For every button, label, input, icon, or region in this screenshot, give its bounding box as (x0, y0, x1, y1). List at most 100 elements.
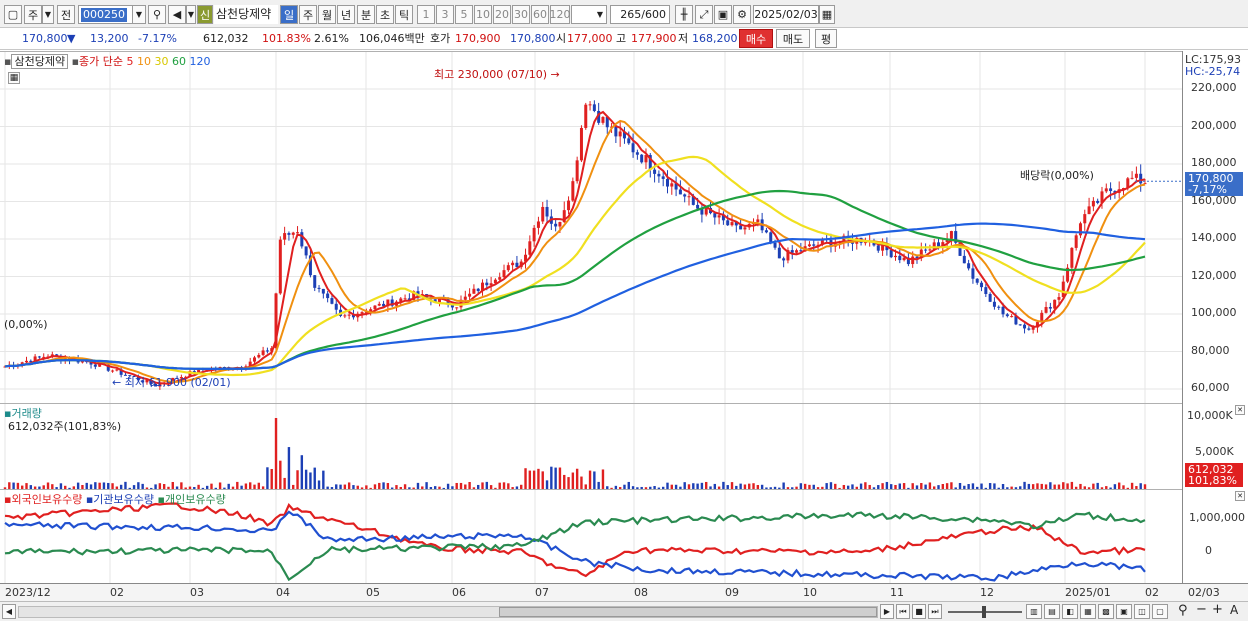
candle-body (1091, 200, 1095, 207)
forward-icon[interactable]: ⏭ (928, 604, 942, 619)
window-icon[interactable]: ▢ (4, 5, 22, 24)
candle-body (390, 299, 394, 306)
candle-body (730, 222, 734, 226)
ma-line (4, 119, 1146, 383)
calendar-icon[interactable]: ▦ (819, 5, 835, 24)
num-60[interactable]: 60 (531, 5, 549, 24)
candle-body (304, 246, 308, 256)
candle-body (928, 249, 932, 251)
zoom-out-icon[interactable]: − (1196, 602, 1207, 617)
tool-icon[interactable]: ▩ (1098, 604, 1114, 619)
price-chart-pane[interactable]: ▪ 삼천당제약 ▪종가 단순 5 10 30 60 120 ▦ 최고 230,00… (0, 51, 1182, 404)
chevron-down-icon[interactable]: ▼ (132, 5, 146, 24)
search-icon[interactable]: ⚲ (148, 5, 166, 24)
save-icon[interactable]: ▣ (714, 5, 732, 24)
volume-bar (717, 486, 721, 490)
chart-type-icon[interactable]: ⤢ (695, 5, 713, 24)
scroll-left-icon[interactable]: ◀ (2, 604, 16, 619)
volume-bar (1087, 487, 1091, 490)
candle-body (876, 245, 880, 251)
tool-icon[interactable]: ▣ (1116, 604, 1132, 619)
tool-icon[interactable]: ▢ (1152, 604, 1168, 619)
tab-day[interactable]: 일 (280, 5, 298, 24)
close-icon[interactable]: ✕ (1235, 405, 1245, 415)
volume-bar (829, 482, 833, 490)
close-icon[interactable]: ✕ (1235, 491, 1245, 501)
tool-icon[interactable]: ▤ (1044, 604, 1060, 619)
candle-body (1130, 177, 1134, 179)
rewind-icon[interactable]: ⏮ (896, 604, 910, 619)
tab-tick[interactable]: 틱 (395, 5, 413, 24)
volume-bar (205, 485, 209, 490)
num-3[interactable]: 3 (436, 5, 454, 24)
open-price: 177,000 (567, 32, 613, 45)
period-type-select[interactable]: 주 (24, 5, 42, 24)
volume-bar (386, 483, 390, 490)
candle-body (743, 227, 747, 230)
volume-bar (803, 483, 807, 490)
volume-bar (825, 483, 828, 490)
candle-body (1074, 235, 1078, 248)
volume-pane[interactable]: ▪거래량 612,032주(101,83%) (0, 403, 1182, 490)
candle-body (541, 206, 545, 222)
zoom-search-icon[interactable]: ⚲ (1178, 603, 1188, 618)
candle-icon[interactable]: ╫ (675, 5, 693, 24)
sell-button[interactable]: 매도 (776, 29, 810, 48)
scroll-right-icon[interactable]: ▶ (880, 604, 894, 619)
count-input[interactable]: 265/600 (610, 5, 670, 24)
num-1[interactable]: 1 (417, 5, 435, 24)
num-20[interactable]: 20 (493, 5, 511, 24)
eval-button[interactable]: 평 (815, 29, 837, 48)
zoom-in-icon[interactable]: + (1212, 602, 1223, 617)
volume-bar (649, 486, 652, 490)
tool-icon[interactable]: ▥ (1026, 604, 1042, 619)
tab-year[interactable]: 년 (337, 5, 355, 24)
candle-body (696, 204, 700, 209)
buy-button[interactable]: 매수 (739, 29, 773, 48)
speaker-icon[interactable]: ◀ (168, 5, 186, 24)
volume-bar (442, 487, 445, 490)
x-tick-label: 04 (276, 586, 290, 599)
tool-icon[interactable]: ◫ (1134, 604, 1150, 619)
tab-month[interactable]: 월 (318, 5, 336, 24)
candle-body (971, 268, 975, 279)
candle-body (872, 240, 876, 246)
date-input[interactable]: 2025/02/03 (753, 5, 819, 24)
tab-minute[interactable]: 분 (357, 5, 375, 24)
tool-icon[interactable]: ◧ (1062, 604, 1078, 619)
volume-bar (963, 485, 966, 490)
table-icon[interactable]: ▦ (8, 72, 20, 84)
volume-bar (68, 487, 71, 490)
candle-body (80, 360, 84, 363)
prev-button[interactable]: 전 (57, 5, 75, 24)
low-note: ← 최저 61,900 (02/01) (112, 376, 231, 389)
volume-bar (137, 482, 140, 490)
num-120[interactable]: 120 (550, 5, 571, 24)
volume-bar (696, 483, 699, 490)
stop-icon[interactable]: ■ (912, 604, 926, 619)
candle-body (1109, 188, 1113, 192)
tab-week[interactable]: 주 (299, 5, 317, 24)
volume-bar (988, 483, 992, 490)
gear-icon[interactable]: ⚙ (733, 5, 751, 24)
lc-label: LC:175,93 (1185, 53, 1242, 66)
chevron-down-icon[interactable]: ▼ (42, 5, 54, 24)
scrollbar-track[interactable] (18, 606, 878, 618)
num-30[interactable]: 30 (512, 5, 530, 24)
chevron-down-icon[interactable]: ▼ (186, 5, 196, 24)
tab-second[interactable]: 초 (376, 5, 394, 24)
candle-body (571, 181, 575, 201)
stock-code-input[interactable]: 000250 (78, 5, 146, 24)
custom-num-select[interactable]: ▼ (571, 5, 607, 24)
num-5[interactable]: 5 (455, 5, 473, 24)
volume-bar (692, 483, 695, 490)
num-10[interactable]: 10 (474, 5, 492, 24)
zoom-slider-handle[interactable] (982, 606, 986, 618)
holdings-pane[interactable]: ▪외국인보유수량 ▪기관보유수량 ▪개인보유수량 (0, 489, 1182, 584)
volume-bar (937, 485, 940, 490)
font-size-icon[interactable]: A (1230, 603, 1239, 617)
candle-body (1018, 324, 1022, 326)
volume-bar (128, 487, 131, 490)
scrollbar-thumb[interactable] (499, 607, 877, 617)
tool-icon[interactable]: ▦ (1080, 604, 1096, 619)
